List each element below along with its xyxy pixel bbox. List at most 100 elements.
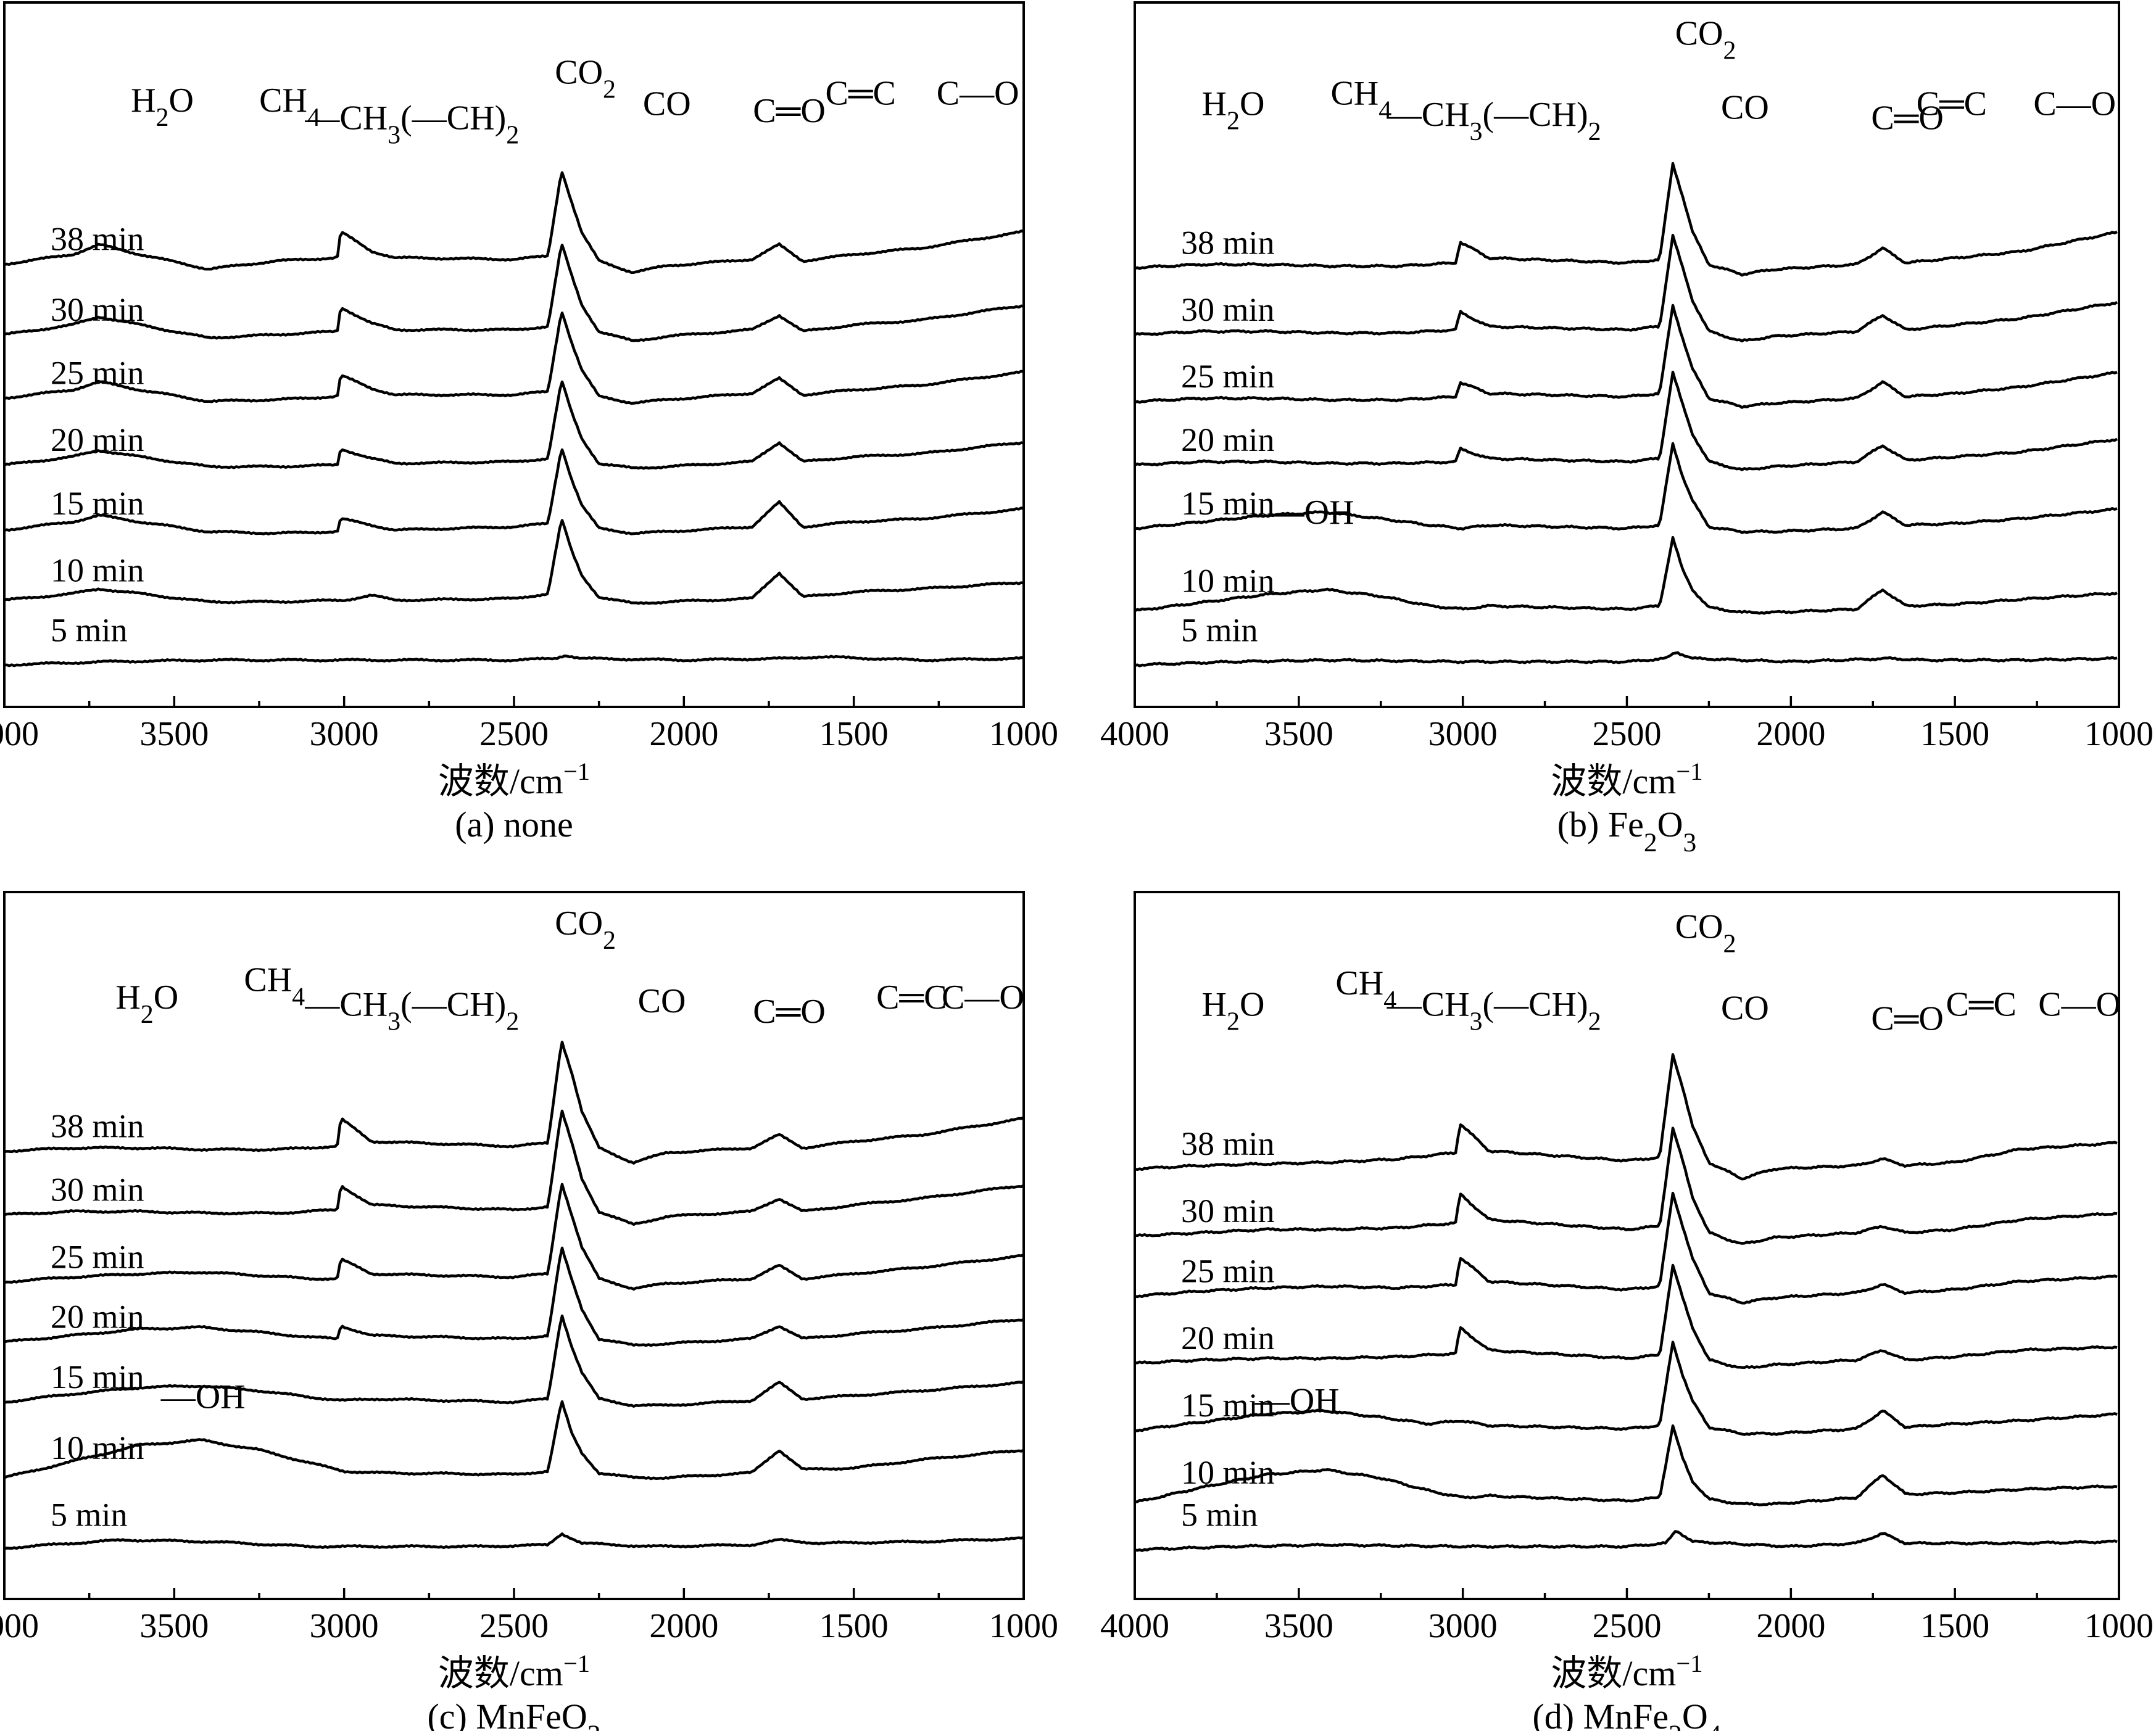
panel-caption: (d) MnFe2O4: [1532, 1696, 1721, 1731]
series-label: 10 min: [1181, 1454, 1275, 1491]
x-tick-label: 1500: [1920, 715, 1989, 753]
band-annotation: CO2: [1675, 907, 1736, 958]
series-label: 25 min: [1181, 358, 1275, 395]
band-annotation: —CH3(—CH)2: [1387, 986, 1601, 1036]
series-38-min: [4, 171, 1024, 275]
series-label: 5 min: [51, 1497, 128, 1534]
series-25-min: [4, 1183, 1024, 1291]
series-label: 15 min: [1181, 1387, 1275, 1424]
series-10-min: [1134, 1424, 2118, 1506]
series-label: 38 min: [51, 1107, 144, 1144]
x-tick-label: 1000: [989, 1607, 1058, 1645]
band-annotation: C═O: [753, 993, 825, 1031]
series-label: 15 min: [51, 1358, 144, 1395]
series-label: 15 min: [51, 485, 144, 522]
panel-a: 4000 3500 3000 2500 2000 1500 1000 波数/cm−1(a) n…: [0, 1, 1058, 845]
x-tick-label: 3500: [139, 1607, 209, 1645]
series-20-min: [1134, 1263, 2118, 1370]
band-annotation: C═C: [1917, 85, 1987, 123]
band-annotation: H2O: [1202, 85, 1265, 136]
series-15-min: [1134, 1341, 2118, 1436]
series-label: 25 min: [51, 355, 144, 392]
band-annotation: —OH: [160, 1378, 246, 1416]
series-20-min: [1134, 370, 2118, 471]
panel-caption: (c) MnFeO3: [427, 1696, 600, 1731]
x-tick-label: 1500: [819, 1607, 889, 1645]
band-annotation: C—O: [937, 75, 1019, 113]
x-tick-label: 4000: [0, 715, 39, 753]
panel-b: 4000 3500 3000 2500 2000 1500 1000 波数/cm−1(b) F…: [1100, 1, 2154, 857]
x-tick-label: 1000: [989, 715, 1058, 753]
band-annotation: CH4: [244, 961, 305, 1011]
series-label: 5 min: [1181, 1497, 1258, 1534]
series-25-min: [1134, 304, 2118, 409]
x-tick-label: 1500: [1920, 1607, 1989, 1645]
series-label: 30 min: [51, 291, 144, 328]
band-annotation: —CH3(—CH)2: [304, 986, 519, 1036]
series-15-min: [4, 448, 1024, 535]
series-label: 20 min: [51, 1299, 144, 1336]
x-axis-label: 波数/cm−1: [1551, 1650, 1702, 1694]
x-tick-label: 2000: [1756, 715, 1825, 753]
series-label: 20 min: [51, 421, 144, 458]
series-15-min: [4, 1314, 1024, 1408]
series-30-min: [1135, 1126, 2118, 1245]
series-label: 38 min: [1181, 1125, 1275, 1162]
series-20-min: [4, 1246, 1024, 1347]
band-annotation: C—O: [2033, 85, 2116, 123]
band-annotation: —CH3(—CH)2: [304, 99, 519, 150]
band-annotation: CO: [643, 85, 691, 123]
x-tick-label: 4000: [1100, 715, 1169, 753]
x-tick-label: 2500: [1593, 715, 1662, 753]
x-tick-label: 3000: [310, 1607, 379, 1645]
series-label: 10 min: [51, 552, 144, 589]
x-axis-label: 波数/cm−1: [438, 758, 590, 802]
series-label: 20 min: [1181, 1320, 1275, 1357]
band-annotation: C═O: [753, 92, 825, 130]
band-annotation: H2O: [1202, 986, 1265, 1036]
band-annotation: —CH3(—CH)2: [1387, 96, 1601, 146]
x-tick-label: 3500: [1264, 1607, 1333, 1645]
x-tick-label: 2000: [1756, 1607, 1825, 1645]
x-tick-label: 2500: [1593, 1607, 1662, 1645]
band-annotation: C═O: [1871, 999, 1943, 1038]
band-annotation: CO: [638, 982, 686, 1020]
series-10-min: [3, 1400, 1024, 1481]
series-5-min: [1134, 1530, 2118, 1552]
x-tick-label: 1500: [819, 715, 889, 753]
series-5-min: [4, 654, 1024, 667]
band-annotation: C═C: [1946, 986, 2017, 1024]
panel-caption: (a) none: [455, 804, 573, 845]
x-axis-label: 波数/cm−1: [1551, 758, 1702, 802]
panel-d: 4000 3500 3000 2500 2000 1500 1000 波数/cm−1(d) M…: [1100, 891, 2154, 1731]
panel-caption: (b) Fe2O3: [1557, 804, 1697, 857]
series-label: 30 min: [1181, 1192, 1275, 1229]
series-label: 10 min: [1181, 562, 1275, 599]
x-tick-label: 3000: [1428, 715, 1498, 753]
series-20-min: [4, 380, 1024, 470]
series-label: 30 min: [1181, 291, 1275, 328]
series-30-min: [1134, 233, 2118, 343]
x-tick-label: 3000: [310, 715, 379, 753]
x-tick-label: 3500: [1264, 715, 1333, 753]
series-30-min: [4, 243, 1024, 342]
band-annotation: H2O: [115, 978, 178, 1029]
band-annotation: —OH: [1254, 1381, 1340, 1419]
band-annotation: CH4: [259, 81, 320, 132]
x-tick-label: 3500: [139, 715, 209, 753]
series-38-min: [1134, 1053, 2118, 1181]
series-label: 38 min: [51, 221, 144, 258]
band-annotation: CO: [1721, 88, 1769, 126]
x-tick-label: 1000: [2084, 715, 2154, 753]
band-annotation: CO: [1721, 989, 1769, 1027]
series-label: 20 min: [1181, 421, 1275, 458]
x-tick-label: 4000: [0, 1607, 39, 1645]
series-15-min: [1134, 442, 2118, 534]
series-5-min: [1134, 651, 2118, 667]
series-10-min: [4, 519, 1024, 605]
series-label: 30 min: [51, 1171, 144, 1208]
x-axis-label: 波数/cm−1: [438, 1650, 590, 1694]
band-annotation: C═C: [876, 978, 947, 1017]
band-annotation: CO2: [555, 53, 616, 104]
series-10-min: [1134, 535, 2118, 615]
